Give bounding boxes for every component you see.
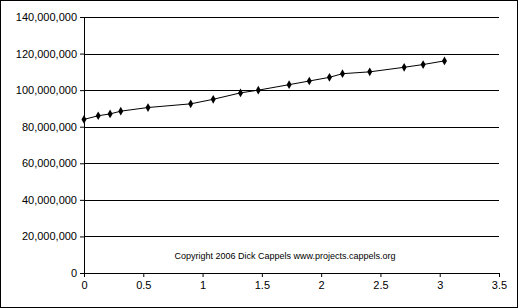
marker <box>327 73 332 82</box>
y-axis: 0 20,000,000 40,000,000 60,000,000 80,000,00… <box>16 11 85 279</box>
grid <box>84 18 499 274</box>
marker <box>442 57 447 66</box>
grid-line <box>84 17 499 18</box>
tick-mark <box>80 54 84 55</box>
tick-label: 60,000,000 <box>22 157 77 169</box>
marker <box>238 89 243 98</box>
y-tick: 140,000,000 <box>16 11 84 23</box>
axis-line <box>84 18 85 274</box>
marker <box>307 77 312 86</box>
grid-line <box>84 90 499 91</box>
marker <box>108 110 113 119</box>
y-tick: 0 <box>71 267 84 279</box>
tick-mark <box>262 273 263 277</box>
x-tick: 2.5 <box>373 273 388 291</box>
y-tick: 100,000,000 <box>16 84 84 96</box>
chart: 0 20,000,000 40,000,000 60,000,000 80,000,00… <box>0 0 518 308</box>
tick-mark <box>203 273 204 277</box>
x-tick: 0 <box>81 273 87 291</box>
marker <box>421 60 426 69</box>
series <box>81 57 446 124</box>
tick-label: 3 <box>437 279 443 291</box>
tick-label: 3.5 <box>492 279 507 291</box>
tick-label: 120,000,000 <box>16 48 77 60</box>
marker <box>188 99 193 108</box>
tick-label: 0 <box>71 267 77 279</box>
tick-label: 2 <box>319 279 325 291</box>
y-tick: 20,000,000 <box>22 230 84 242</box>
tick-label: 2.5 <box>373 279 388 291</box>
marker <box>146 103 151 112</box>
tick-label: 0.5 <box>136 279 151 291</box>
x-tick: 2 <box>319 273 325 291</box>
grid-line <box>84 200 499 201</box>
tick-label: 140,000,000 <box>16 11 77 23</box>
tick-label: 100,000,000 <box>16 84 77 96</box>
x-tick: 1.5 <box>255 273 270 291</box>
tick-mark <box>380 273 381 277</box>
tick-mark <box>440 273 441 277</box>
grid-line <box>84 236 499 237</box>
y-tick: 60,000,000 <box>22 157 84 169</box>
x-tick: 3.5 <box>492 273 507 291</box>
tick-label: 1.5 <box>255 279 270 291</box>
marker <box>367 67 372 76</box>
grid-line <box>84 127 499 128</box>
tick-mark <box>80 236 84 237</box>
marker <box>96 111 101 120</box>
axis-line <box>85 273 500 274</box>
y-tick: 40,000,000 <box>22 194 84 206</box>
marker <box>256 86 261 95</box>
tick-mark <box>80 127 84 128</box>
tick-label: 1 <box>200 279 206 291</box>
grid-line <box>84 273 499 274</box>
x-tick: 1 <box>200 273 206 291</box>
x-tick: 0.5 <box>136 273 151 291</box>
tick-mark <box>321 273 322 277</box>
marker <box>287 80 292 89</box>
x-tick: 3 <box>437 273 443 291</box>
line <box>84 61 444 120</box>
chart-border <box>1 1 518 308</box>
x-axis: 0 0.5 1 1.5 2 2.5 3 3.5 <box>81 273 507 291</box>
y-tick: 80,000,000 <box>22 121 84 133</box>
tick-mark <box>80 163 84 164</box>
annotation: Copyright 2006 Dick Cappels www.projects… <box>174 251 395 261</box>
tick-mark <box>80 17 84 18</box>
tick-mark <box>80 200 84 201</box>
tick-mark <box>143 273 144 277</box>
y-tick: 120,000,000 <box>16 48 84 60</box>
grid-line <box>84 54 499 55</box>
grid-line <box>84 163 499 164</box>
tick-label: 20,000,000 <box>22 230 77 242</box>
marker <box>118 107 123 116</box>
tick-mark <box>80 273 84 274</box>
tick-mark <box>80 90 84 91</box>
marker <box>211 95 216 104</box>
marker <box>81 115 86 124</box>
marker <box>402 63 407 72</box>
tick-label: 0 <box>81 279 87 291</box>
tick-label: 80,000,000 <box>22 121 77 133</box>
tick-mark <box>84 273 85 277</box>
tick-mark <box>499 273 500 277</box>
marker <box>340 69 345 78</box>
tick-label: 40,000,000 <box>22 194 77 206</box>
plot-area: 0 20,000,000 40,000,000 60,000,000 80,000,00… <box>16 11 507 291</box>
